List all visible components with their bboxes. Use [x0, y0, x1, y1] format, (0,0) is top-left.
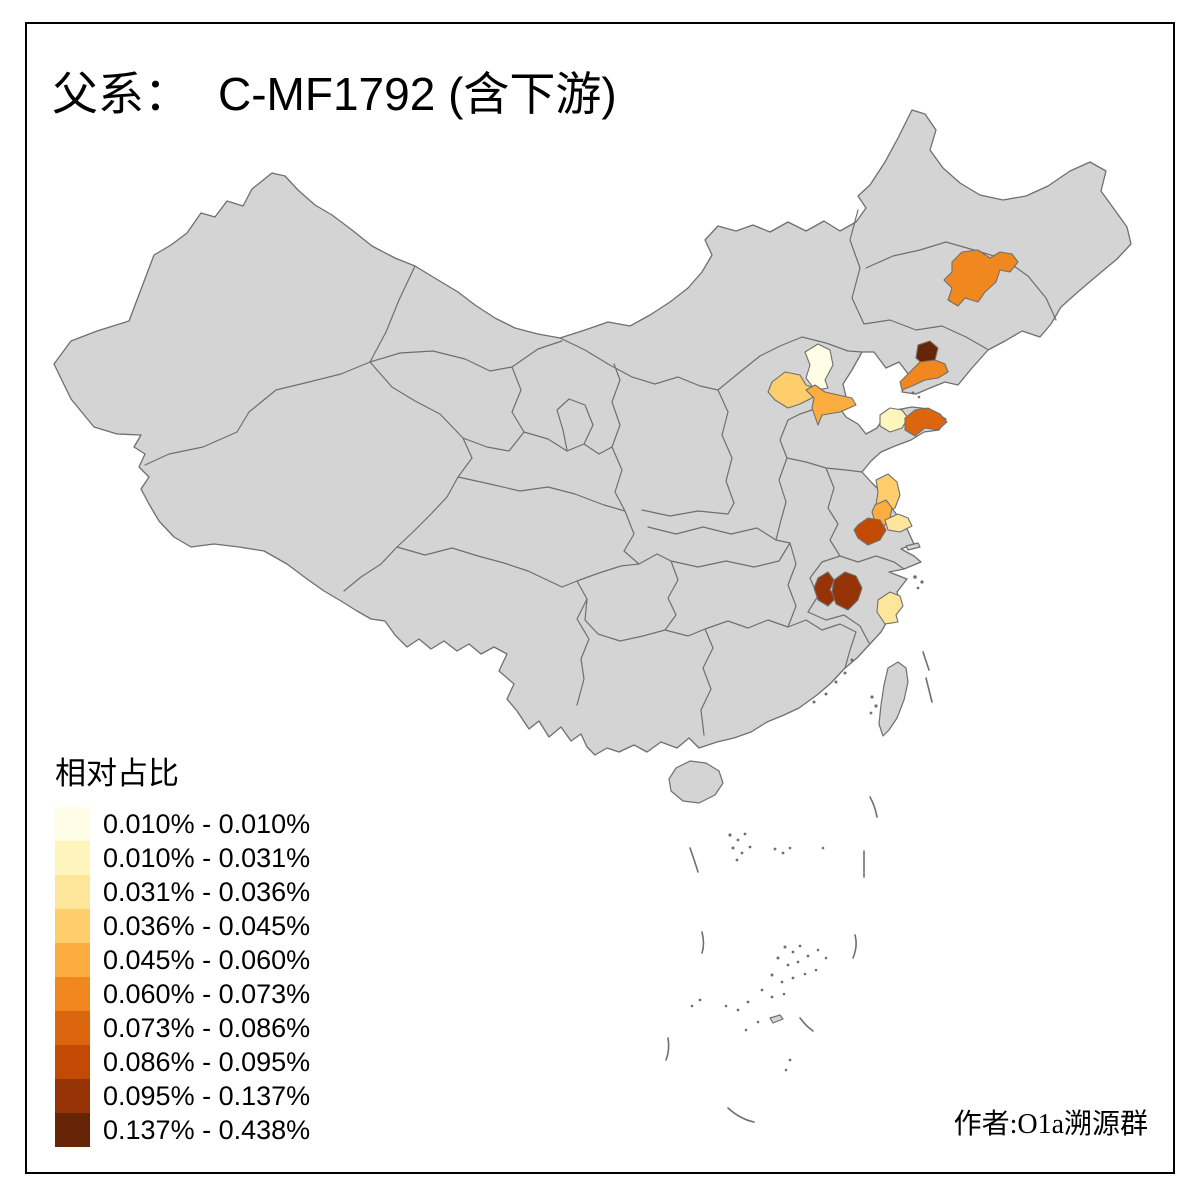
mainland-outline: [53, 109, 1132, 756]
legend-title: 相对占比: [55, 756, 179, 791]
legend-swatch: [55, 1011, 90, 1045]
legend-row: 0.036% - 0.045%: [55, 909, 310, 943]
map-region: [853, 517, 887, 546]
map-region: [805, 384, 857, 426]
legend-swatch: [55, 1045, 90, 1079]
south-sea-islet: [769, 1014, 784, 1024]
chongming-island: [905, 542, 921, 551]
map-region: [884, 513, 913, 533]
legend-label: 0.073% - 0.086%: [103, 1012, 311, 1043]
nine-dash-segment: [922, 651, 930, 671]
legend-row: 0.060% - 0.073%: [55, 977, 310, 1011]
legend-row: 0.086% - 0.095%: [55, 1045, 310, 1079]
nine-dash-segment: [701, 931, 705, 954]
legend-row: 0.137% - 0.438%: [55, 1113, 310, 1147]
page-title: 父系： C-MF1792 (含下游): [52, 58, 617, 124]
legend-label: 0.060% - 0.073%: [103, 978, 311, 1009]
nine-dash-segment: [852, 934, 857, 959]
legend-label: 0.010% - 0.010%: [103, 808, 311, 839]
map-region: [904, 407, 948, 437]
map-region: [767, 371, 816, 409]
nine-dash-segment: [727, 1107, 755, 1123]
province-borders: [144, 209, 1057, 736]
legend-row: 0.031% - 0.036%: [55, 875, 310, 909]
legend: 相对占比 0.010% - 0.010% 0.010% - 0.031% 0.031…: [55, 748, 310, 1147]
legend-label: 0.137% - 0.438%: [103, 1114, 311, 1145]
legend-row: 0.045% - 0.060%: [55, 943, 310, 977]
legend-rows: 0.010% - 0.010% 0.010% - 0.031% 0.031% - 0…: [55, 807, 310, 1147]
legend-row: 0.010% - 0.031%: [55, 841, 310, 875]
attribution: 作者:O1a溯源群: [953, 1109, 1148, 1140]
legend-row: 0.073% - 0.086%: [55, 1011, 310, 1045]
legend-label: 0.031% - 0.036%: [103, 876, 311, 907]
legend-swatch: [55, 1113, 90, 1147]
legend-swatch: [55, 977, 90, 1011]
legend-swatch: [55, 841, 90, 875]
hainan-island: [668, 760, 724, 804]
nine-dash-segment: [799, 1017, 814, 1032]
nine-dash-segment: [665, 1037, 670, 1061]
nine-dash-segment: [925, 677, 933, 703]
legend-label: 0.086% - 0.095%: [103, 1046, 311, 1077]
legend-label: 0.010% - 0.031%: [103, 842, 311, 873]
legend-swatch: [55, 943, 90, 977]
map-region: [899, 359, 949, 391]
taiwan-island: [878, 661, 909, 737]
legend-row: 0.095% - 0.137%: [55, 1079, 310, 1113]
legend-label: 0.036% - 0.045%: [103, 910, 311, 941]
legend-swatch: [55, 875, 90, 909]
legend-label: 0.095% - 0.137%: [103, 1080, 311, 1111]
map-region: [804, 343, 834, 391]
title-main: C-MF1792 (含下游): [218, 68, 617, 120]
title-prefix: 父系：: [52, 69, 190, 120]
legend-swatch: [55, 909, 90, 943]
legend-swatch: [55, 807, 90, 841]
map-region: [831, 571, 863, 611]
map-region: [943, 249, 1019, 307]
legend-label: 0.045% - 0.060%: [103, 944, 311, 975]
legend-row: 0.010% - 0.010%: [55, 807, 310, 841]
nine-dash-segment: [869, 796, 878, 818]
nine-dash-segment: [689, 847, 699, 873]
map-region: [876, 591, 904, 625]
legend-swatch: [55, 1079, 90, 1113]
